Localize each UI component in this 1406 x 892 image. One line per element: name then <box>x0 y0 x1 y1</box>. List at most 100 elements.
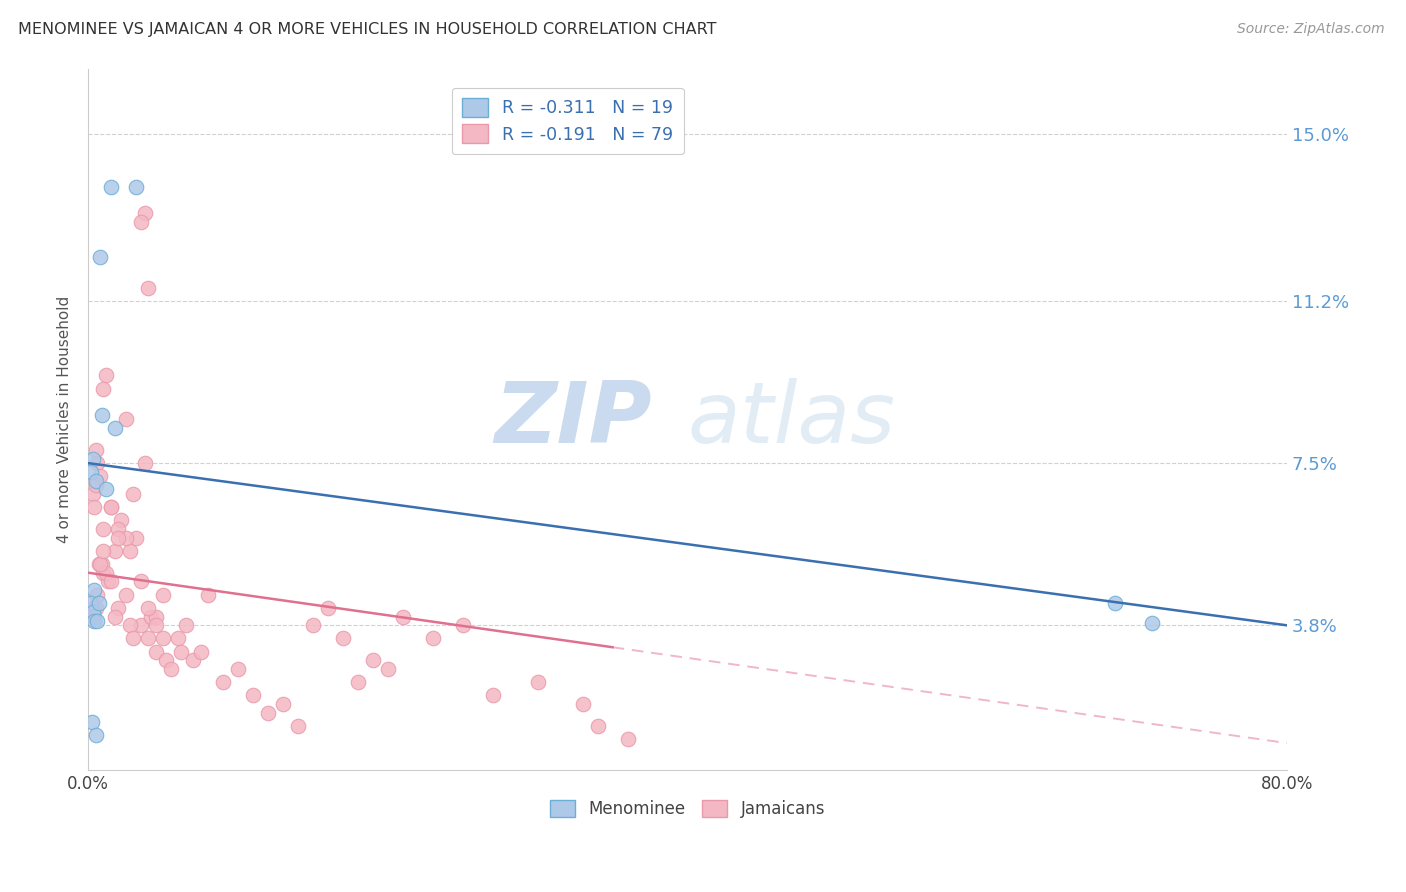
Point <box>83 609 105 624</box>
Point <box>83 500 105 514</box>
Point <box>1104 596 1126 610</box>
Text: ZIP: ZIP <box>494 377 651 461</box>
Point <box>145 609 167 624</box>
Point <box>107 531 129 545</box>
Point <box>145 618 167 632</box>
Point <box>152 632 174 646</box>
Point <box>100 500 122 514</box>
Point <box>271 698 294 712</box>
Point <box>391 609 413 624</box>
Point <box>97 574 120 589</box>
Point <box>87 557 110 571</box>
Point <box>84 442 107 457</box>
Point <box>332 632 354 646</box>
Point <box>451 618 474 632</box>
Y-axis label: 4 or more Vehicles in Household: 4 or more Vehicles in Household <box>58 295 72 543</box>
Point <box>94 483 117 497</box>
Point <box>170 645 193 659</box>
Point <box>86 456 108 470</box>
Point <box>82 600 104 615</box>
Point <box>155 653 177 667</box>
Text: Source: ZipAtlas.com: Source: ZipAtlas.com <box>1237 22 1385 37</box>
Point <box>89 557 111 571</box>
Point <box>136 600 159 615</box>
Point <box>83 583 105 598</box>
Point <box>287 719 309 733</box>
Point <box>80 596 103 610</box>
Point <box>1140 616 1163 631</box>
Point <box>526 675 548 690</box>
Point <box>167 632 190 646</box>
Point <box>89 250 111 264</box>
Point <box>257 706 280 720</box>
Point <box>125 180 148 194</box>
Point <box>125 531 148 545</box>
Point <box>86 588 108 602</box>
Point <box>107 600 129 615</box>
Point <box>152 588 174 602</box>
Point <box>134 456 156 470</box>
Point <box>100 500 122 514</box>
Point <box>481 689 503 703</box>
Point <box>120 618 142 632</box>
Point <box>114 588 136 602</box>
Point <box>347 675 370 690</box>
Point <box>122 487 145 501</box>
Point <box>571 698 593 712</box>
Point <box>84 478 107 492</box>
Point <box>94 368 117 383</box>
Point <box>136 281 159 295</box>
Point <box>174 618 197 632</box>
Point <box>114 531 136 545</box>
Point <box>120 543 142 558</box>
Point <box>586 719 609 733</box>
Point <box>190 645 212 659</box>
Point <box>104 609 127 624</box>
Point <box>100 180 122 194</box>
Point <box>82 487 104 501</box>
Point <box>86 614 108 628</box>
Point <box>83 614 105 628</box>
Point <box>145 645 167 659</box>
Point <box>136 632 159 646</box>
Point <box>129 618 152 632</box>
Point <box>129 215 152 229</box>
Point <box>104 421 127 435</box>
Point <box>302 618 325 632</box>
Text: atlas: atlas <box>688 377 896 461</box>
Point <box>90 557 112 571</box>
Point <box>361 653 384 667</box>
Point <box>242 689 264 703</box>
Point <box>90 408 112 422</box>
Point <box>422 632 444 646</box>
Point <box>86 728 108 742</box>
Point <box>89 469 111 483</box>
Point <box>316 600 339 615</box>
Point <box>100 574 122 589</box>
Point <box>87 596 110 610</box>
Point <box>197 588 219 602</box>
Point <box>212 675 235 690</box>
Text: MENOMINEE VS JAMAICAN 4 OR MORE VEHICLES IN HOUSEHOLD CORRELATION CHART: MENOMINEE VS JAMAICAN 4 OR MORE VEHICLES… <box>18 22 717 37</box>
Point <box>84 600 107 615</box>
Point <box>82 605 104 619</box>
Point <box>91 543 114 558</box>
Point <box>104 543 127 558</box>
Point <box>94 566 117 580</box>
Point <box>159 662 181 676</box>
Point <box>226 662 249 676</box>
Point <box>80 714 103 729</box>
Point <box>377 662 399 676</box>
Point <box>80 465 103 479</box>
Point <box>129 574 152 589</box>
Point <box>91 566 114 580</box>
Legend: Menominee, Jamaicans: Menominee, Jamaicans <box>543 793 831 825</box>
Point <box>181 653 204 667</box>
Point <box>84 474 107 488</box>
Point <box>139 609 162 624</box>
Point <box>122 632 145 646</box>
Point <box>134 206 156 220</box>
Point <box>107 522 129 536</box>
Point <box>114 412 136 426</box>
Point <box>616 732 638 747</box>
